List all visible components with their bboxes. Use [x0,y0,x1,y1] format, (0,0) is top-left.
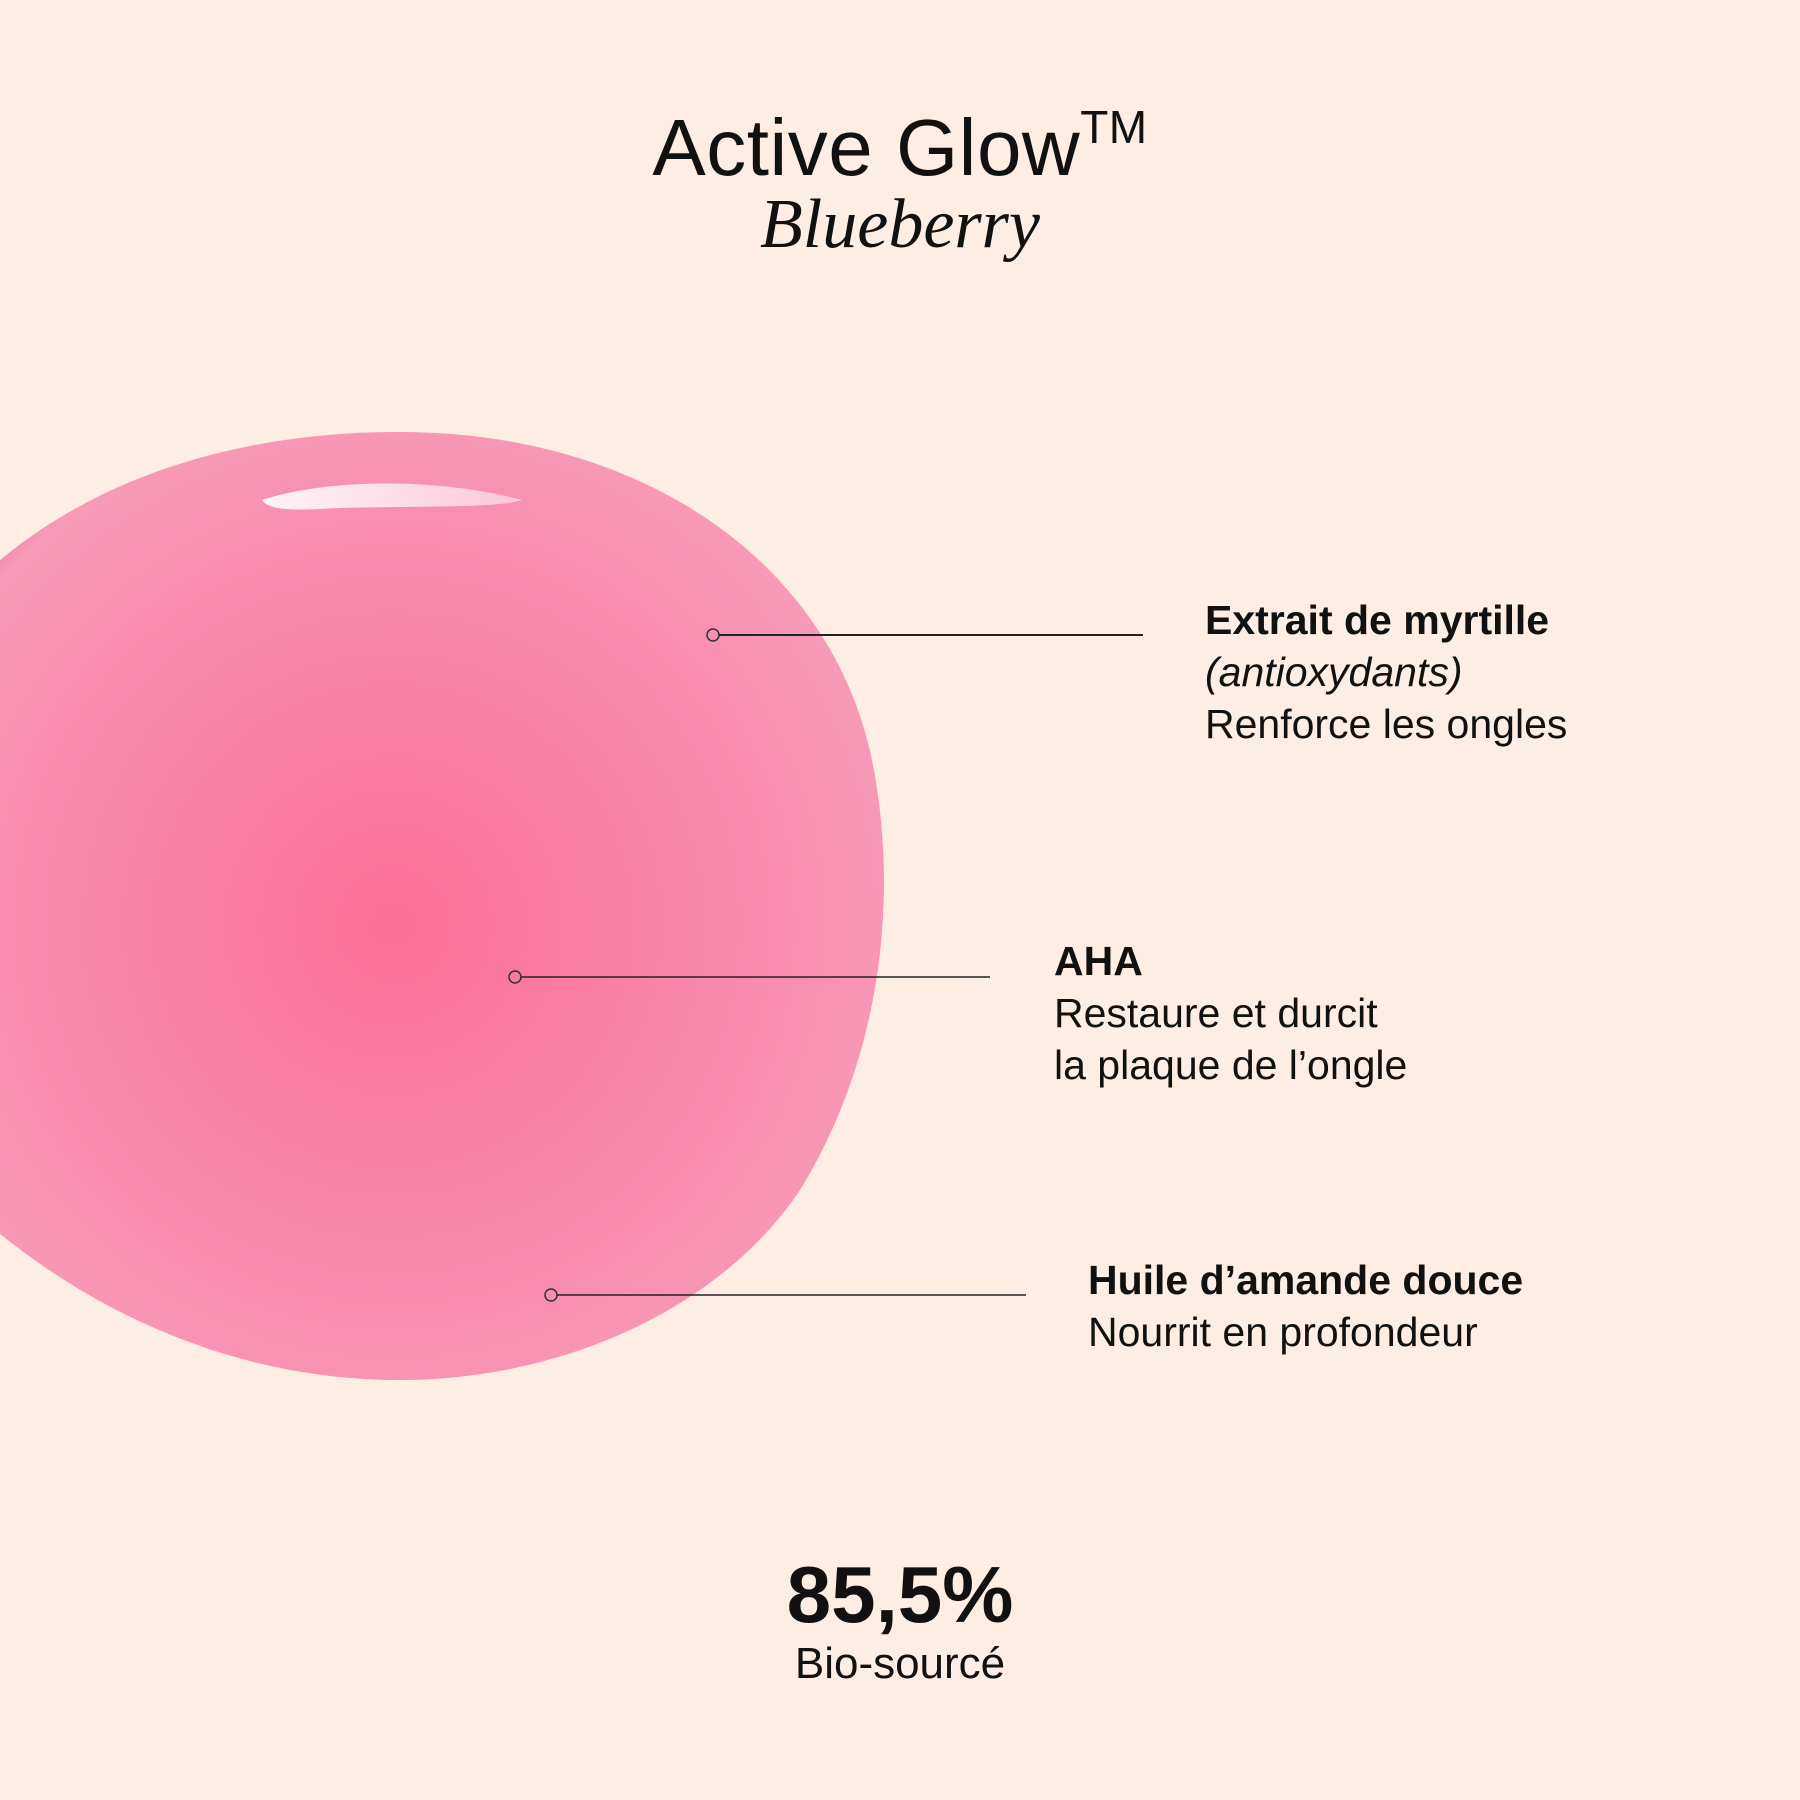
bio-sourced-percentage: 85,5% [786,1550,1014,1639]
callout-line-3 [544,1288,1026,1302]
ingredient-benefit: Restaure et durcit [1054,990,1378,1036]
bio-sourced-label: Bio-sourcé [794,1639,1006,1688]
ingredient-aha: AHA Restaure et durcit la plaque de l’on… [1054,935,1407,1091]
product-variant: Blueberry [760,186,1040,263]
callout-line-1 [706,628,1143,642]
drop-highlight [262,483,522,510]
trademark: TM [1080,101,1148,153]
ingredient-benefit: la plaque de l’ongle [1054,1042,1408,1088]
title-text: Active Glow [652,103,1081,192]
ingredient-almond-oil: Huile d’amande douce Nourrit en profonde… [1088,1254,1523,1358]
ingredient-note: (antioxydants) [1205,649,1463,695]
product-title: Active GlowTM [0,104,1800,188]
ingredient-blueberry-extract: Extrait de myrtille (antioxydants) Renfo… [1205,594,1567,750]
ingredient-name: Huile d’amande douce [1088,1257,1524,1303]
ingredient-benefit: Nourrit en profondeur [1088,1309,1478,1355]
ingredient-name: AHA [1054,938,1143,984]
ingredient-benefit: Renforce les ongles [1205,701,1568,747]
callout-line-2 [508,970,990,984]
drop-shape [0,432,884,1380]
ingredient-name: Extrait de myrtille [1205,597,1550,643]
